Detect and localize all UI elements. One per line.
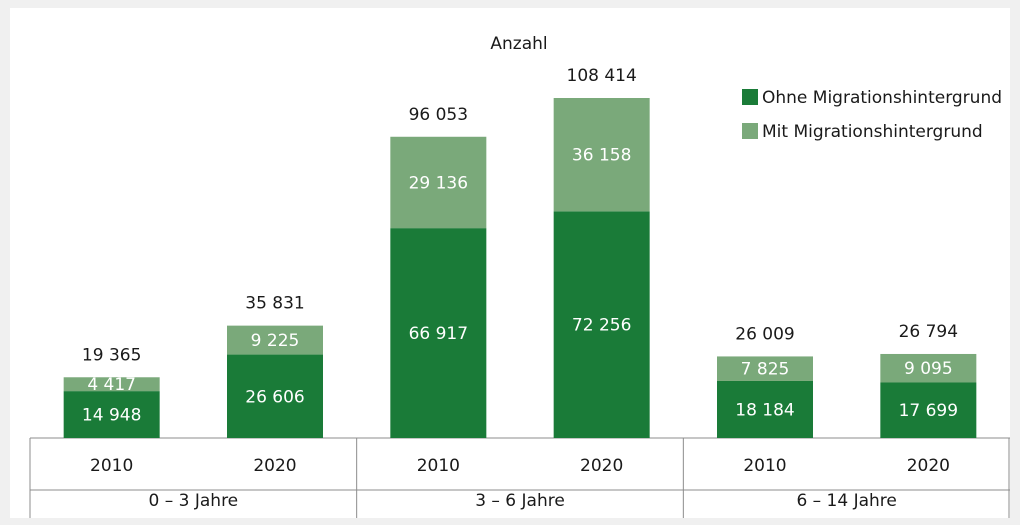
total-label: 35 831 [245, 294, 304, 314]
x-tick-label: 2010 [743, 456, 786, 476]
value-label: 66 917 [409, 324, 468, 344]
value-label: 72 256 [572, 316, 631, 336]
value-label: 9 225 [251, 331, 300, 351]
bar-segment [227, 325, 323, 355]
bar-segment [63, 391, 160, 438]
bar-segment [63, 377, 160, 392]
group-label: 0 – 3 Jahre [149, 491, 239, 511]
value-label: 4 417 [87, 375, 136, 395]
value-label: 18 184 [735, 400, 794, 420]
x-tick-label: 2010 [417, 456, 460, 476]
legend-swatch [742, 123, 758, 139]
x-tick-label: 2020 [253, 456, 296, 476]
bar-segment [553, 211, 650, 438]
value-label: 26 606 [245, 387, 304, 407]
bar-segment [390, 228, 487, 438]
group-label: 3 – 6 Jahre [475, 491, 565, 511]
value-label: 9 095 [904, 359, 953, 379]
value-label: 36 158 [572, 146, 631, 166]
bar-segment [880, 353, 977, 383]
total-label: 26 794 [899, 322, 958, 342]
total-label: 96 053 [409, 105, 468, 125]
value-label: 29 136 [409, 173, 468, 193]
bar-segment [880, 382, 977, 438]
legend-label: Mit Migrationshintergrund [762, 122, 983, 142]
legend-label: Ohne Migrationshintergrund [762, 88, 1002, 108]
x-tick-label: 2020 [907, 456, 950, 476]
bar-segment [227, 354, 323, 438]
bar-segment [553, 98, 650, 212]
plot-background [10, 8, 1010, 518]
x-tick-label: 2010 [90, 456, 133, 476]
bar-segment [390, 136, 487, 229]
value-label: 17 699 [899, 401, 958, 421]
bar-segment [717, 356, 813, 381]
total-label: 19 365 [82, 345, 141, 365]
total-label: 26 009 [735, 324, 794, 344]
chart-title: Anzahl [490, 34, 547, 54]
legend-swatch [742, 89, 758, 105]
group-label: 6 – 14 Jahre [796, 491, 896, 511]
bar-segment [717, 380, 813, 438]
total-label: 108 414 [567, 66, 637, 86]
value-label: 14 948 [82, 406, 141, 426]
x-tick-label: 2020 [580, 456, 623, 476]
value-label: 7 825 [741, 360, 790, 380]
